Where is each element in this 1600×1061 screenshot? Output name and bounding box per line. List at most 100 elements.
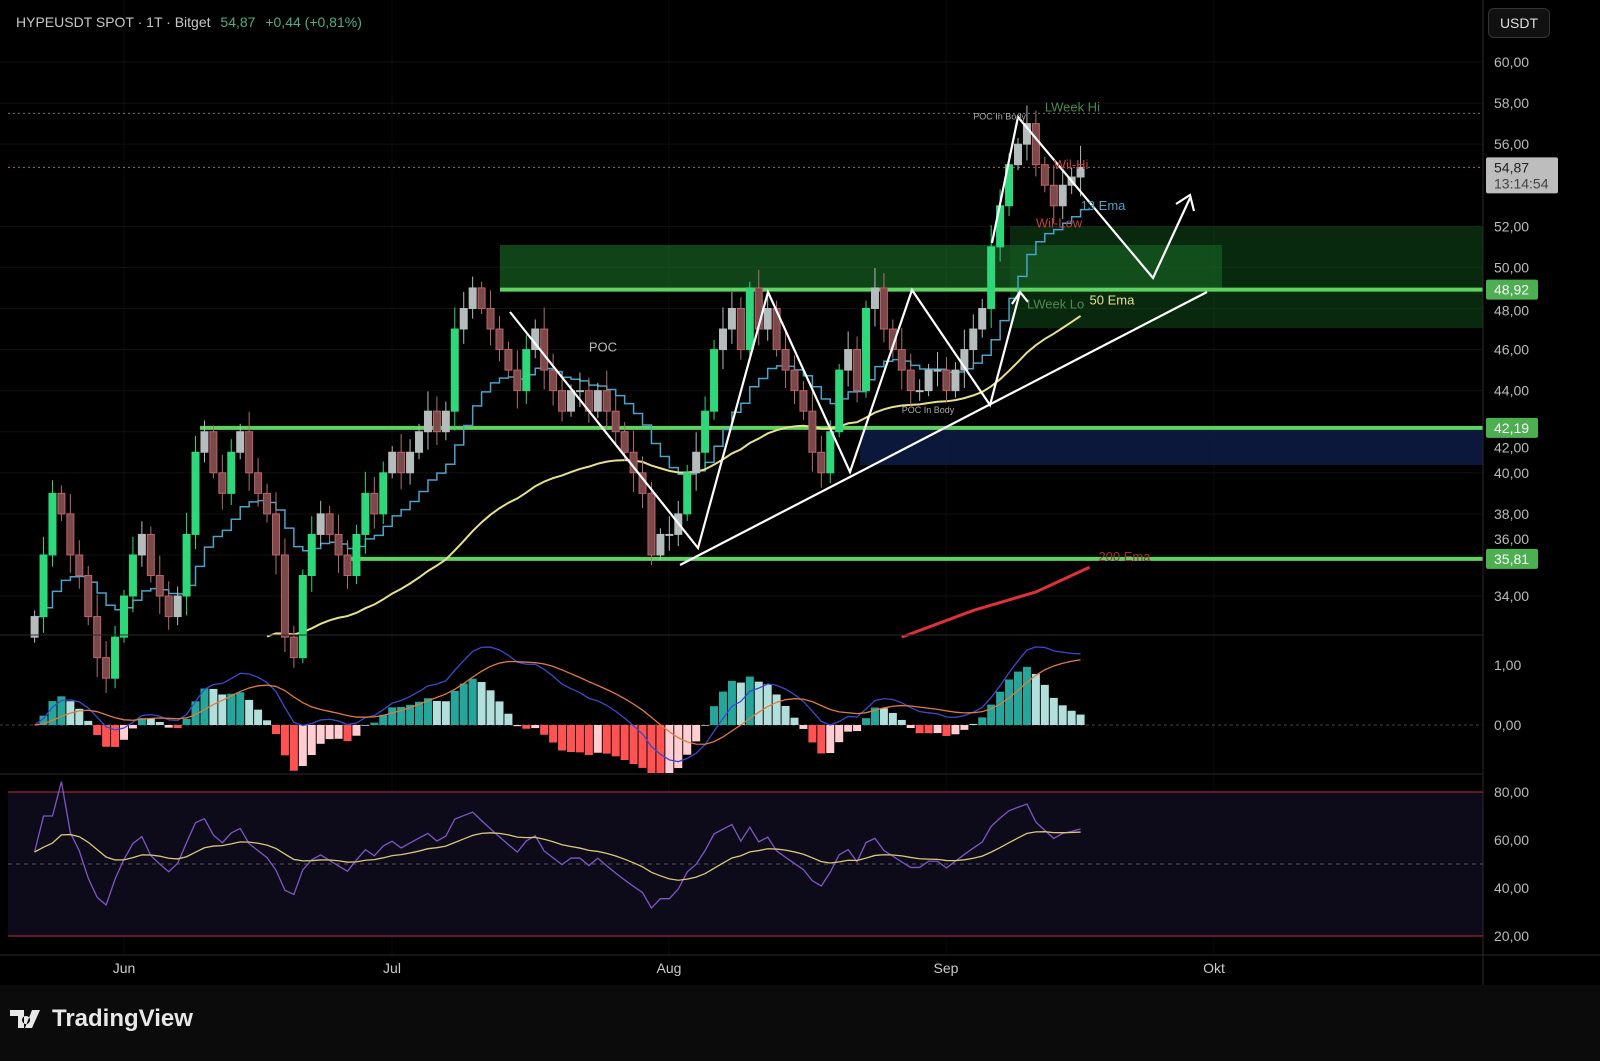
macd-histogram-bar — [683, 725, 692, 755]
price-change: +0,44 (+0,81%) — [265, 14, 362, 30]
trendline[interactable] — [679, 291, 1208, 566]
candle — [102, 657, 111, 679]
candle — [915, 390, 924, 393]
macd-histogram-bar — [879, 708, 888, 725]
macd-histogram-bar — [137, 718, 146, 725]
candle — [1022, 123, 1031, 145]
candle — [1058, 184, 1067, 207]
ema50-line — [266, 315, 1082, 638]
macd-histogram-bar — [772, 694, 781, 725]
macd-histogram-bar — [441, 701, 450, 725]
level-price-tag — [1486, 548, 1538, 569]
candle — [441, 410, 450, 433]
candle — [361, 492, 370, 535]
macd-histogram-bar — [48, 701, 57, 725]
macd-signal-line — [34, 659, 1081, 745]
candle — [343, 554, 352, 577]
rsi-pane — [8, 781, 1483, 937]
candle — [334, 533, 343, 556]
projection-drawing[interactable] — [990, 114, 1191, 281]
macd-histogram-bar — [280, 725, 289, 756]
time-tick: Okt — [1203, 960, 1225, 976]
macd-histogram-bar — [951, 725, 960, 735]
macd-histogram-bar — [888, 712, 897, 725]
macd-histogram-bar — [620, 725, 629, 761]
macd-histogram-bar — [638, 725, 647, 768]
tradingview-logo[interactable]: TradingView — [10, 1005, 193, 1033]
level-price-tag — [1486, 279, 1538, 300]
candle — [84, 575, 93, 618]
candle — [745, 287, 754, 351]
price-tick: 50,00 — [1494, 259, 1529, 275]
macd-histogram-bar — [450, 690, 459, 725]
time-axis[interactable]: Jun Jul Aug Sep Okt — [113, 960, 1225, 976]
price-tick: 40,00 — [1494, 465, 1529, 481]
time-tick: Jul — [383, 960, 401, 976]
macd-histogram-bar — [540, 725, 549, 735]
candle — [415, 431, 424, 453]
candle — [567, 390, 575, 412]
macd-histogram-bar — [844, 725, 853, 732]
price-tick: 56,00 — [1494, 136, 1529, 152]
macd-histogram-bar — [611, 725, 620, 757]
candle — [969, 328, 978, 351]
macd-histogram-bar — [155, 721, 164, 725]
macd-histogram-bar — [933, 725, 942, 734]
candle — [1040, 164, 1049, 186]
macd-histogram-bar — [808, 725, 817, 743]
macd-histogram-bar — [647, 725, 656, 773]
upper-zone — [1010, 226, 1483, 328]
macd-histogram-bar — [102, 725, 111, 747]
candle — [1014, 143, 1022, 166]
price-tick: 36,00 — [1494, 531, 1529, 547]
rsi-line — [33, 781, 1081, 910]
macd-histogram-bar — [415, 701, 424, 725]
candle — [942, 369, 951, 392]
macd-histogram-bar — [1058, 705, 1067, 725]
candle — [951, 369, 960, 392]
macd-histogram-bar — [656, 725, 665, 773]
chart-annotation: LWeek Hi — [1045, 99, 1100, 114]
macd-histogram-bar — [629, 725, 638, 765]
macd-tick: 0,00 — [1494, 717, 1521, 733]
candle — [423, 410, 432, 433]
macd-histogram-bar — [1049, 697, 1058, 725]
arrowhead-up — [1175, 193, 1196, 212]
candle — [647, 492, 656, 556]
macd-histogram-bar — [942, 725, 951, 736]
candle — [450, 328, 459, 412]
candle — [271, 513, 280, 556]
macd-histogram-bar — [361, 725, 370, 726]
macd-histogram-bar — [343, 725, 352, 742]
price-tick: 38,00 — [1494, 506, 1529, 522]
last-price: 54,87 — [220, 14, 256, 30]
macd-histogram-bar — [799, 725, 808, 729]
candle — [57, 492, 66, 515]
candle — [817, 451, 826, 474]
macd-histogram-bar — [978, 717, 987, 725]
candle — [75, 554, 84, 577]
price-chart[interactable]: LWeek Hi Wil-Hi 13 Ema Wil-Low 50 Ema LWeek L… — [0, 0, 1600, 985]
drawings[interactable] — [509, 114, 1208, 566]
annotations: LWeek Hi Wil-Hi 13 Ema Wil-Low 50 Ema LWeek L… — [589, 99, 1151, 564]
macd-histogram-bar — [710, 706, 719, 725]
symbol-title[interactable]: HYPEUSDT SPOT · 1T · Bitget — [16, 14, 211, 30]
level-price-label: 35,81 — [1494, 551, 1529, 567]
candle — [459, 307, 468, 330]
macd-histogram-bar — [120, 725, 128, 740]
price-tick: 60,00 — [1494, 54, 1529, 70]
currency-button[interactable]: USDT — [1488, 8, 1550, 38]
macd-histogram-bar — [146, 718, 155, 725]
last-price-label: 54,87 — [1494, 159, 1529, 175]
candle — [325, 513, 334, 535]
chart-annotation: LWeek Lo — [1027, 296, 1084, 311]
price-tick: 48,00 — [1494, 302, 1529, 318]
macd-histogram-bar — [987, 704, 996, 725]
macd-histogram-bar — [1076, 714, 1085, 725]
macd-histogram-bar — [459, 683, 468, 725]
candle — [200, 431, 209, 453]
macd-histogram-bar — [477, 682, 486, 725]
macd-histogram-bar — [835, 725, 844, 743]
macd-tick: 1,00 — [1494, 657, 1521, 673]
